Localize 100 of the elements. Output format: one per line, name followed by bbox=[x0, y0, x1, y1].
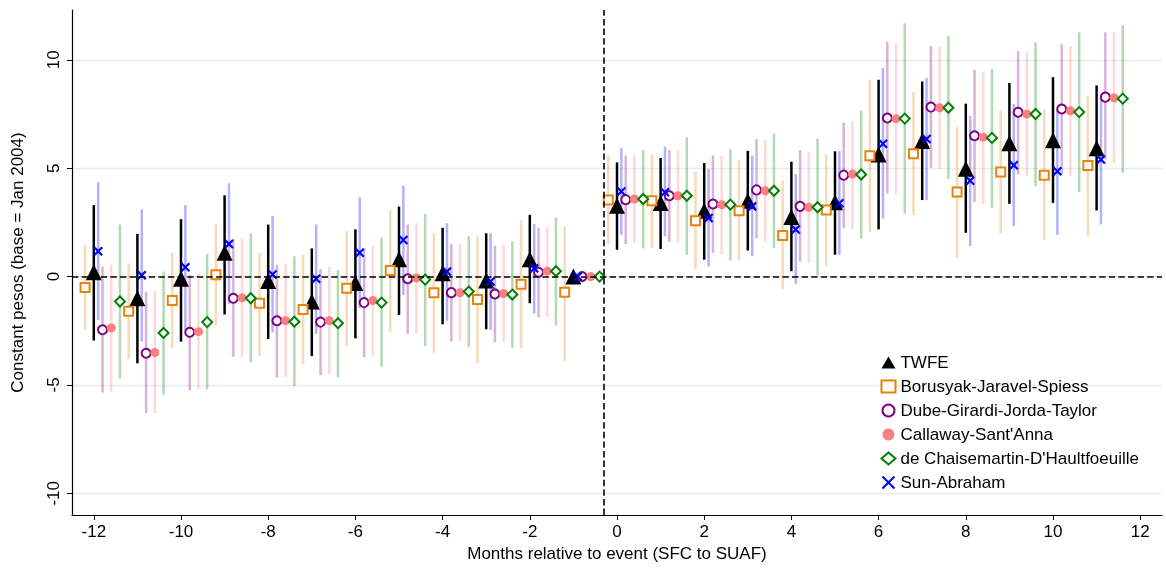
point bbox=[965, 175, 976, 186]
point bbox=[123, 305, 135, 317]
x-tick-label: -12 bbox=[81, 522, 107, 541]
point bbox=[515, 278, 527, 290]
point bbox=[1008, 160, 1019, 171]
point bbox=[244, 292, 257, 305]
point bbox=[297, 304, 309, 316]
point bbox=[1029, 108, 1042, 121]
point bbox=[311, 273, 322, 284]
point bbox=[616, 186, 627, 197]
legend-label: Dube-Girardi-Jorda-Taylor bbox=[900, 401, 1098, 420]
point bbox=[140, 347, 152, 359]
point bbox=[216, 244, 233, 261]
point bbox=[384, 265, 396, 277]
point bbox=[315, 316, 327, 328]
y-tick-label: 5 bbox=[44, 163, 63, 173]
point bbox=[419, 273, 432, 286]
x-tick-label: 2 bbox=[699, 522, 709, 541]
point bbox=[646, 195, 658, 207]
y-tick-label: 0 bbox=[44, 271, 63, 282]
point bbox=[1073, 106, 1086, 119]
point bbox=[877, 138, 889, 149]
point bbox=[223, 238, 235, 250]
point bbox=[620, 194, 632, 206]
point bbox=[129, 290, 146, 307]
point bbox=[193, 327, 203, 337]
point bbox=[341, 282, 353, 294]
point bbox=[368, 295, 378, 305]
point bbox=[820, 204, 832, 216]
y-tick-label: 10 bbox=[44, 50, 63, 70]
point bbox=[935, 103, 945, 113]
point bbox=[957, 160, 974, 177]
point bbox=[180, 262, 191, 273]
point bbox=[354, 247, 365, 258]
point bbox=[751, 184, 763, 196]
x-tick-label: 12 bbox=[1130, 522, 1150, 541]
legend-label: Borusyak-Jaravel-Spiess bbox=[900, 377, 1089, 396]
point bbox=[375, 296, 388, 309]
point bbox=[281, 316, 291, 326]
point bbox=[1095, 154, 1107, 165]
point bbox=[689, 215, 701, 227]
point bbox=[489, 288, 501, 300]
point bbox=[637, 193, 650, 205]
point bbox=[559, 286, 571, 298]
point bbox=[471, 294, 483, 306]
point bbox=[717, 200, 727, 210]
point bbox=[855, 168, 868, 181]
point bbox=[1056, 103, 1068, 115]
point bbox=[602, 194, 614, 206]
y-tick-label: -10 bbox=[44, 481, 63, 506]
point bbox=[237, 293, 247, 303]
x-tick-label: -6 bbox=[347, 522, 363, 541]
point bbox=[506, 288, 519, 301]
point bbox=[271, 315, 283, 327]
y-tick-label: -5 bbox=[44, 377, 63, 393]
point bbox=[184, 326, 196, 338]
x-axis-title: Months relative to event (SFC to SUAF) bbox=[467, 543, 767, 563]
point bbox=[358, 297, 370, 309]
point bbox=[707, 198, 719, 210]
point bbox=[201, 316, 214, 329]
point bbox=[93, 246, 104, 257]
point bbox=[881, 112, 893, 124]
legend-label: de Chaisemartin-D'Haultfoeuille bbox=[900, 449, 1140, 468]
point bbox=[267, 269, 278, 280]
x-tick-label: 0 bbox=[612, 522, 622, 541]
point bbox=[1001, 135, 1018, 152]
point bbox=[79, 281, 91, 293]
point bbox=[398, 234, 409, 246]
point bbox=[1022, 109, 1032, 119]
point bbox=[898, 112, 911, 125]
point bbox=[790, 224, 801, 235]
point bbox=[227, 292, 239, 304]
point bbox=[1116, 92, 1129, 105]
point bbox=[331, 317, 344, 330]
x-tick-label: 6 bbox=[873, 522, 884, 541]
point bbox=[985, 131, 998, 144]
point bbox=[777, 230, 789, 242]
point bbox=[1088, 140, 1105, 157]
point bbox=[445, 287, 457, 299]
point bbox=[747, 201, 758, 212]
point bbox=[733, 205, 745, 217]
x-tick-label: -10 bbox=[168, 522, 194, 541]
y-axis-title: Constant pesos (base = Jan 2004) bbox=[8, 132, 27, 393]
point bbox=[969, 130, 981, 142]
point bbox=[783, 208, 800, 225]
point bbox=[804, 202, 814, 212]
point bbox=[1012, 106, 1024, 118]
point bbox=[907, 148, 919, 160]
point bbox=[462, 285, 475, 298]
point bbox=[324, 316, 334, 326]
point bbox=[870, 146, 887, 163]
x-tick-label: -4 bbox=[435, 522, 451, 541]
x-tick-label: 10 bbox=[1043, 522, 1063, 541]
point bbox=[724, 198, 737, 211]
point bbox=[1099, 91, 1111, 103]
point bbox=[549, 265, 562, 278]
legend-label: TWFE bbox=[900, 353, 949, 372]
point bbox=[673, 191, 683, 201]
point bbox=[529, 263, 540, 274]
x-tick-label: 8 bbox=[961, 522, 971, 541]
